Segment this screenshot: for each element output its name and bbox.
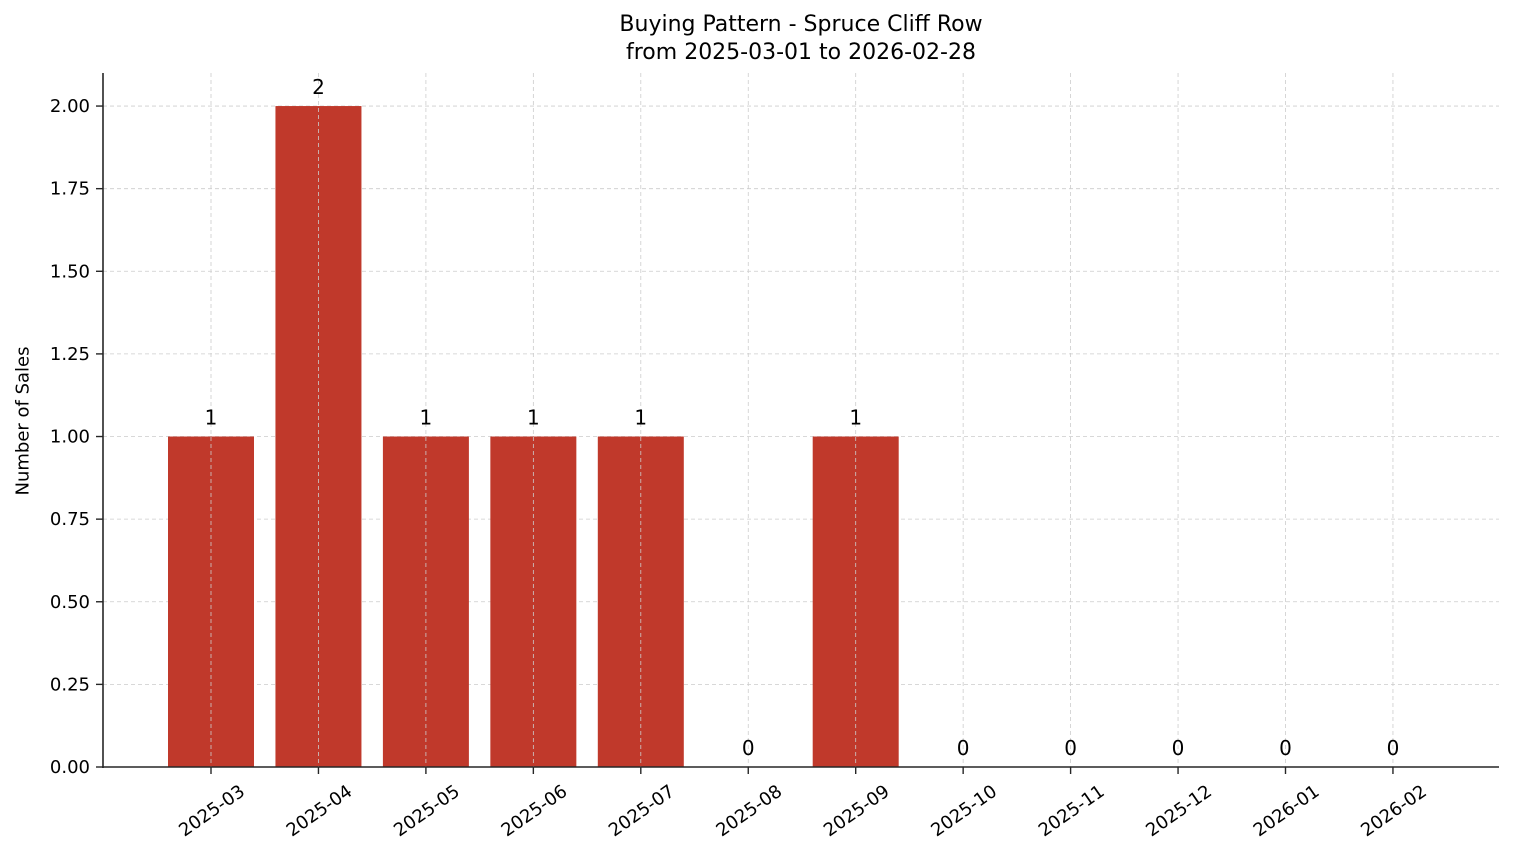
bar-value-label: 1 [205,406,218,430]
x-tick-label: 2026-02 [1357,781,1431,841]
x-axis-ticks: 2025-03 2025-04 2025-05 2025-06 2025-07 2025-… [175,767,1431,841]
y-tick-label: 0.25 [50,674,90,695]
x-tick-label: 2025-10 [927,781,1001,841]
x-tick-label: 2025-12 [1142,781,1216,841]
x-tick-label: 2025-07 [605,781,679,841]
y-tick-label: 1.50 [50,261,90,282]
x-tick-label: 2026-01 [1250,781,1324,841]
x-tick-label: 2025-11 [1035,781,1109,841]
x-tick-label: 2025-09 [820,781,894,841]
y-tick-label: 0.75 [50,509,90,530]
bar-value-label: 1 [849,406,862,430]
bar-value-label: 1 [634,406,647,430]
y-tick-label: 1.75 [50,179,90,200]
bar-value-label: 1 [420,406,433,430]
x-tick-label: 2025-04 [283,781,357,841]
y-tick-label: 0.50 [50,592,90,613]
vertical-gridlines [210,73,1394,767]
bar-value-label: 2 [312,75,325,99]
bar-value-label: 0 [1387,736,1400,760]
y-tick-label: 0.00 [50,757,90,778]
y-axis-ticks: 0.00 0.25 0.50 0.75 1.00 1.25 1.50 1.75 2.00 [50,96,103,778]
bar-value-label: 0 [1172,736,1185,760]
y-tick-label: 1.25 [50,344,90,365]
y-tick-label: 2.00 [50,96,90,117]
x-tick-label: 2025-05 [390,781,464,841]
chart-title: Buying Pattern - Spruce Cliff Row [619,12,983,37]
bar-value-label: 0 [957,736,970,760]
chart-subtitle: from 2025-03-01 to 2026-02-28 [626,40,976,65]
bar-2025-04 [275,106,362,768]
bar-value-label: 0 [742,736,755,760]
x-tick-label: 2025-03 [175,781,249,841]
bar-value-label: 0 [1279,736,1292,760]
bar-value-label: 0 [1064,736,1077,760]
x-tick-label: 2025-08 [712,781,786,841]
bar-value-labels: 1 2 1 1 1 0 1 0 0 0 0 0 [205,75,1400,760]
y-axis-label: Number of Sales [12,346,34,496]
y-tick-label: 1.00 [50,427,90,448]
x-tick-label: 2025-06 [498,781,572,841]
bar-value-label: 1 [527,406,540,430]
